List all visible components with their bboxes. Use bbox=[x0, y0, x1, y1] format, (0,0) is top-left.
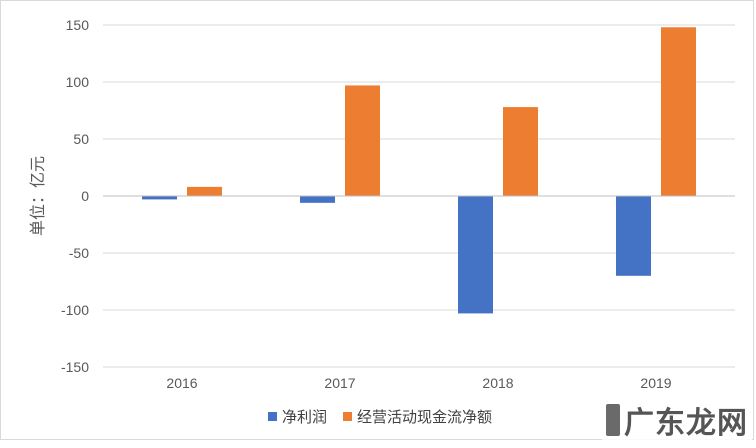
legend-label-net-profit: 净利润 bbox=[282, 408, 328, 426]
axes: 150 100 50 0 -50 -100 -150 2016 2017 2018 2019 bbox=[61, 17, 735, 391]
legend-item-net-profit: 净利润 bbox=[268, 406, 327, 427]
watermark-text: 广东龙网 bbox=[624, 406, 748, 441]
y-axis-label: 单位：亿元 bbox=[28, 156, 47, 236]
y-tick-label: -100 bbox=[61, 302, 89, 318]
y-tick-label: 0 bbox=[81, 188, 89, 204]
legend-swatch-net-profit bbox=[268, 412, 277, 421]
y-tick-label: -50 bbox=[69, 245, 89, 261]
legend-swatch-operating-cash-flow bbox=[343, 412, 353, 421]
watermark-logo: 广东龙网 bbox=[602, 396, 752, 444]
bar-net-profit bbox=[616, 196, 651, 276]
legend-label-operating-cash-flow: 经营活动现金流净额 bbox=[357, 408, 493, 426]
bars bbox=[142, 27, 696, 314]
bar-operating-cash-flow bbox=[503, 107, 538, 196]
x-tick-label: 2019 bbox=[640, 375, 671, 391]
bar-operating-cash-flow bbox=[661, 27, 696, 197]
y-tick-label: 100 bbox=[66, 74, 90, 90]
x-tick-label: 2016 bbox=[166, 375, 197, 391]
bar-operating-cash-flow bbox=[187, 186, 222, 196]
legend: 净利润 经营活动现金流净额 bbox=[268, 406, 492, 427]
chart-frame bbox=[0, 0, 754, 440]
bar-operating-cash-flow bbox=[345, 85, 380, 196]
x-tick-label: 2017 bbox=[324, 375, 355, 391]
y-tick-label: 50 bbox=[73, 131, 89, 147]
watermark-icon bbox=[606, 404, 620, 436]
y-tick-label: 150 bbox=[66, 17, 90, 33]
bar-net-profit bbox=[300, 196, 335, 203]
y-tick-label: -150 bbox=[61, 359, 89, 375]
legend-item-operating-cash-flow: 经营活动现金流净额 bbox=[343, 406, 492, 427]
x-tick-label: 2018 bbox=[482, 375, 513, 391]
bar-net-profit bbox=[458, 196, 493, 314]
bar-net-profit bbox=[142, 196, 177, 200]
